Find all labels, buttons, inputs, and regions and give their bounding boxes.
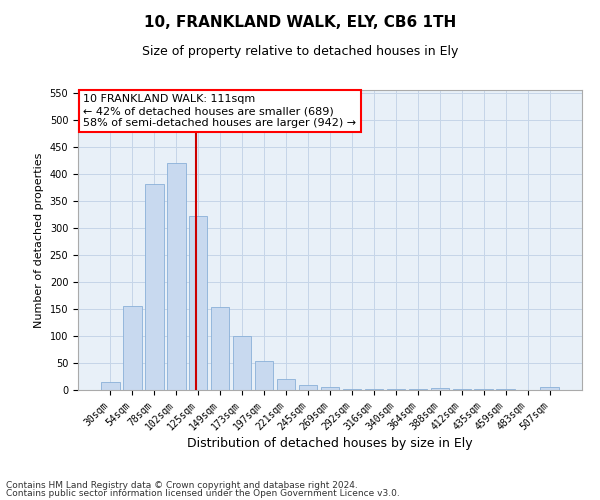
Text: 10, FRANKLAND WALK, ELY, CB6 1TH: 10, FRANKLAND WALK, ELY, CB6 1TH (144, 15, 456, 30)
Bar (167, 163, 185, 390)
Bar (255, 362, 274, 390)
Bar (320, 387, 340, 390)
Bar (541, 388, 559, 390)
Bar (343, 389, 361, 390)
Bar (277, 378, 295, 390)
Bar (189, 216, 208, 390)
Bar (145, 184, 164, 390)
Bar (386, 389, 405, 390)
X-axis label: Distribution of detached houses by size in Ely: Distribution of detached houses by size … (187, 438, 473, 450)
Bar (233, 336, 251, 390)
Text: 10 FRANKLAND WALK: 111sqm
← 42% of detached houses are smaller (689)
58% of semi: 10 FRANKLAND WALK: 111sqm ← 42% of detac… (83, 94, 356, 128)
Bar (365, 389, 383, 390)
Bar (475, 389, 493, 390)
Text: Contains HM Land Registry data © Crown copyright and database right 2024.: Contains HM Land Registry data © Crown c… (6, 481, 358, 490)
Bar (299, 384, 317, 390)
Text: Contains public sector information licensed under the Open Government Licence v3: Contains public sector information licen… (6, 488, 400, 498)
Bar (211, 308, 229, 390)
Bar (123, 306, 142, 390)
Bar (431, 388, 449, 390)
Text: Size of property relative to detached houses in Ely: Size of property relative to detached ho… (142, 45, 458, 58)
Bar (101, 382, 119, 390)
Y-axis label: Number of detached properties: Number of detached properties (34, 152, 44, 328)
